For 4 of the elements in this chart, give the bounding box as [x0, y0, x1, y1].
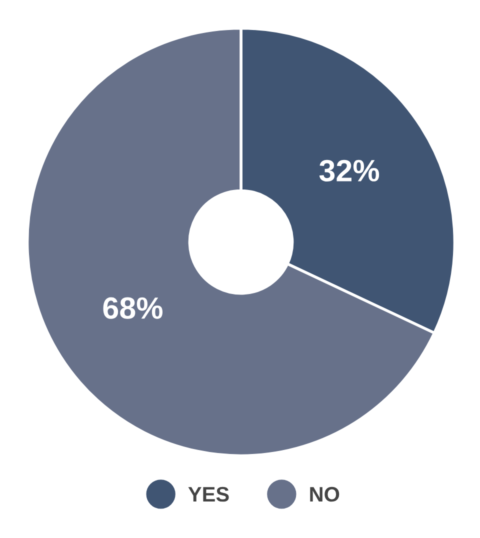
legend-label: YES — [188, 486, 229, 502]
data-label: 68% — [103, 297, 162, 319]
data-label: 32% — [319, 160, 380, 182]
legend-label: NO — [310, 486, 340, 502]
